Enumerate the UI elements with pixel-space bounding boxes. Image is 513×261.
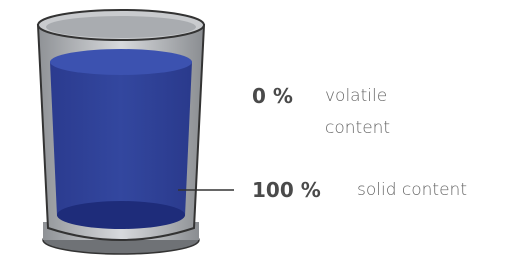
volatile-label: volatile content: [325, 80, 425, 144]
glass-inner: [46, 16, 196, 38]
solid-amount: 100 %: [252, 174, 321, 206]
liquid-bottom: [57, 201, 185, 229]
liquid-surface: [50, 49, 192, 75]
volatile-amount: 0 %: [252, 80, 293, 112]
page: 0 % volatile content 100 % solid content…: [0, 0, 513, 261]
glass-illustration: [0, 0, 513, 261]
solid-label: solid content: [357, 174, 467, 206]
